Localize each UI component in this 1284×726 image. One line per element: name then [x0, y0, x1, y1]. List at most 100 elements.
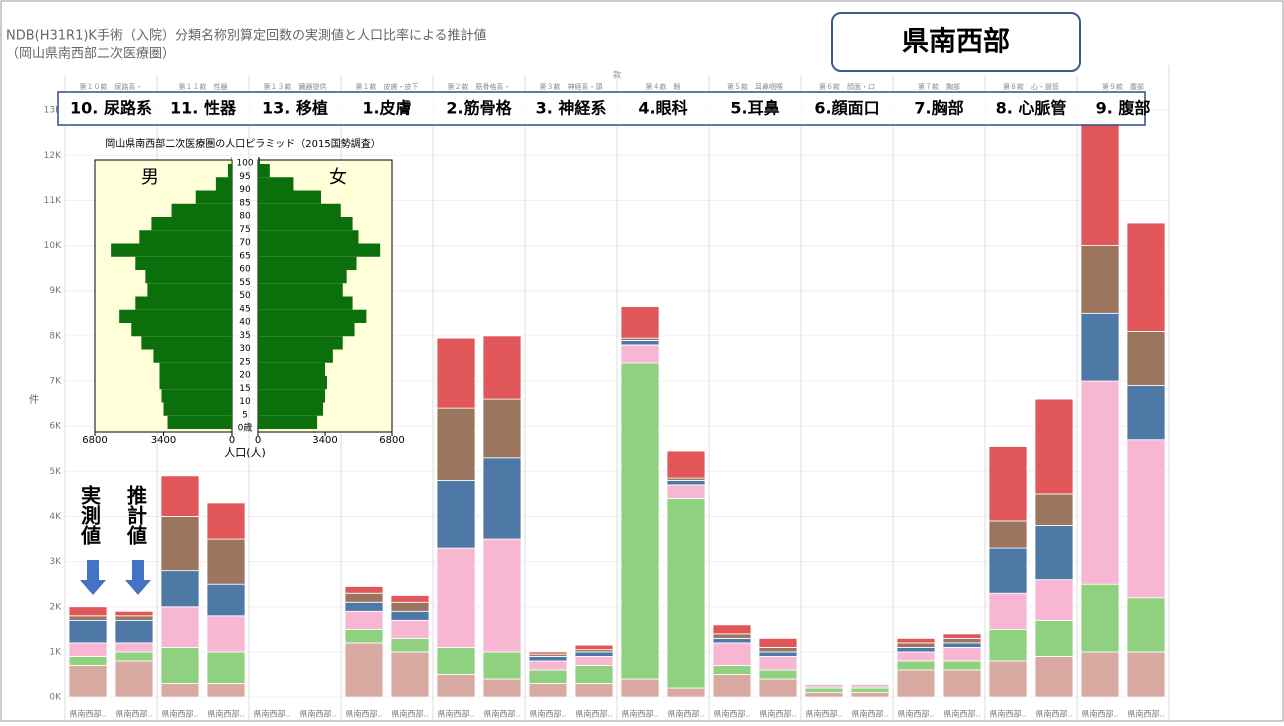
bar-segment	[575, 645, 613, 650]
pyramid-bar	[258, 323, 355, 336]
bar-segment	[69, 620, 107, 643]
pyramid-bar	[258, 376, 327, 389]
group-label: 13. 移植	[262, 99, 328, 118]
bar-segment	[69, 665, 107, 697]
bar-segment	[345, 586, 383, 593]
bar-segment	[1035, 399, 1073, 494]
y-tick-label: 7K	[49, 377, 62, 387]
pyramid-bar	[258, 204, 341, 217]
bar-segment	[529, 656, 567, 661]
bar-segment	[897, 670, 935, 697]
group-header-label: 第３款 神経系・頭	[540, 82, 603, 91]
bar-segment	[161, 684, 199, 698]
bar-segment	[713, 634, 751, 639]
bar-segment	[1081, 313, 1119, 381]
group-label: 7.胸部	[914, 99, 963, 118]
x-tick-label: 県南西部..	[437, 709, 474, 719]
bar-segment	[1035, 620, 1073, 656]
pyramid: 岡山県南西部二次医療圏の人口ピラミッド（2015国勢調査）0歳510152025…	[82, 137, 404, 459]
group-label: 6.顔面口	[814, 99, 879, 118]
age-label: 50	[239, 291, 251, 301]
legend-label: 男	[141, 167, 159, 188]
x-tick-label: 3400	[312, 435, 337, 446]
bar-segment	[207, 652, 245, 684]
x-tick-label: 県南西部..	[713, 709, 750, 719]
bar-segment	[161, 571, 199, 607]
age-label: 75	[239, 225, 250, 235]
age-label: 95	[239, 172, 250, 182]
bar-segment	[529, 670, 567, 684]
group-header-label: 第９款 腹部	[1102, 82, 1144, 91]
bar-segment	[713, 625, 751, 634]
y-tick-label: 0K	[49, 693, 62, 703]
group-label: 10. 尿路系	[70, 99, 152, 118]
bar-segment	[667, 498, 705, 688]
bar-segment	[1127, 223, 1165, 331]
bar-segment	[437, 548, 475, 647]
pyramid-bar	[131, 323, 232, 336]
x-tick-label: 県南西部..	[345, 709, 382, 719]
group-header-label: 第６款 顔面・口	[819, 82, 875, 91]
bar-segment	[437, 480, 475, 548]
bar-segment	[115, 620, 153, 643]
bar-segment	[69, 607, 107, 616]
bar-segment	[1127, 598, 1165, 652]
bar-segment	[759, 679, 797, 697]
bar-segment	[667, 480, 705, 485]
bar-segment	[621, 340, 659, 345]
pyramid-bar	[153, 350, 232, 363]
pyramid-bar	[258, 230, 359, 243]
bar-segment	[161, 607, 199, 648]
group-header-label: 第５款 耳鼻咽喉	[727, 82, 783, 91]
x-tick-label: 県南西部..	[805, 709, 842, 719]
y-tick-label: 1K	[49, 647, 62, 657]
age-label: 30	[239, 344, 251, 354]
age-label: 45	[239, 304, 250, 314]
group-header-label: 第１款 皮膚・皮下	[356, 82, 419, 91]
age-label: 85	[239, 198, 250, 208]
x-tick-label: 6800	[82, 435, 107, 446]
bar-segment	[391, 602, 429, 611]
pyramid-bar	[258, 164, 270, 177]
bar-segment	[345, 611, 383, 629]
age-label: 35	[239, 331, 250, 341]
pyramid-bar	[258, 416, 317, 429]
annotation: 推計値	[124, 484, 148, 545]
bar-segment	[207, 616, 245, 652]
bar-segment	[345, 643, 383, 697]
bar-segment	[483, 652, 521, 679]
bar-segment	[1081, 584, 1119, 652]
bar-segment	[207, 684, 245, 698]
x-tick-label: 県南西部..	[989, 709, 1026, 719]
x-tick-label: 県南西部..	[69, 709, 106, 719]
legend-label: 女	[329, 167, 347, 188]
x-tick-label: 0	[229, 435, 235, 446]
bar-segment	[759, 647, 797, 652]
group-label: 3. 神経系	[536, 99, 607, 118]
x-tick-label: 県南西部..	[1081, 709, 1118, 719]
bar-segment	[1127, 652, 1165, 697]
pyramid-bar	[258, 336, 343, 349]
bar-segment	[437, 338, 475, 408]
bar-segment	[437, 647, 475, 674]
x-tick-label: 県南西部..	[1035, 709, 1072, 719]
bar-segment	[69, 616, 107, 621]
pyramid-bar	[258, 270, 347, 283]
pyramid-title: 岡山県南西部二次医療圏の人口ピラミッド（2015国勢調査）	[105, 137, 380, 150]
bar-segment	[1035, 494, 1073, 526]
bar-segment	[483, 679, 521, 697]
pyramid-bar	[161, 389, 232, 402]
bar-segment	[345, 602, 383, 611]
x-tick-label: 0	[255, 435, 261, 446]
region-label: 県南西部	[902, 26, 1010, 58]
bar-segment	[1081, 381, 1119, 584]
bar-segment	[529, 661, 567, 670]
y-tick-label: 11K	[44, 196, 62, 206]
bar-segment	[667, 451, 705, 478]
age-label: 20	[239, 371, 251, 381]
y-axis-label: 件	[29, 394, 39, 406]
bar-segment	[943, 638, 981, 643]
group-label: 9. 腹部	[1096, 99, 1151, 118]
pyramid-bar	[258, 217, 353, 230]
